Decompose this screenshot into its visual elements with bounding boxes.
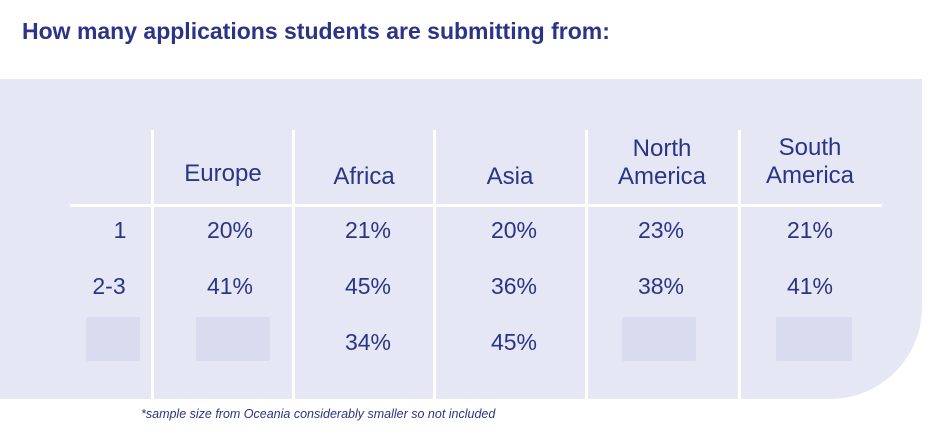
row-label: 2-3 [92, 273, 126, 299]
table-cell: 45% [344, 273, 392, 299]
table-cell: 23% [637, 217, 685, 243]
column-header-line: America [765, 162, 855, 189]
blurred-cell [196, 317, 270, 361]
blurred-cell [86, 317, 140, 361]
row-label: 1 [113, 217, 127, 243]
column-divider [433, 130, 436, 399]
column-header-south-america: South America [742, 134, 878, 190]
table-cell: 21% [344, 217, 392, 243]
column-divider [738, 130, 741, 399]
column-header-europe: Europe [184, 160, 262, 187]
column-header-africa: Africa [333, 163, 395, 190]
column-divider [292, 130, 295, 399]
column-header-line: America [617, 163, 707, 190]
table-cell: 45% [490, 329, 538, 355]
column-header-north-america: North America [589, 135, 735, 191]
header-divider [70, 204, 882, 207]
table-cell: 41% [786, 273, 834, 299]
table-cell: 20% [490, 217, 538, 243]
blurred-cell [776, 317, 852, 361]
table-cell: 38% [637, 273, 685, 299]
table-cell: 36% [490, 273, 538, 299]
column-divider [151, 130, 154, 399]
column-divider [585, 130, 588, 399]
column-header-asia: Asia [486, 163, 534, 190]
column-header-line: South [778, 134, 842, 161]
column-header-line: North [632, 135, 692, 162]
page-title: How many applications students are submi… [22, 18, 610, 44]
table-cell: 34% [344, 329, 392, 355]
table-cell: 21% [786, 217, 834, 243]
footnote: *sample size from Oceania considerably s… [141, 407, 496, 421]
table-cell: 41% [206, 273, 254, 299]
blurred-cell [622, 317, 696, 361]
table-cell: 20% [206, 217, 254, 243]
